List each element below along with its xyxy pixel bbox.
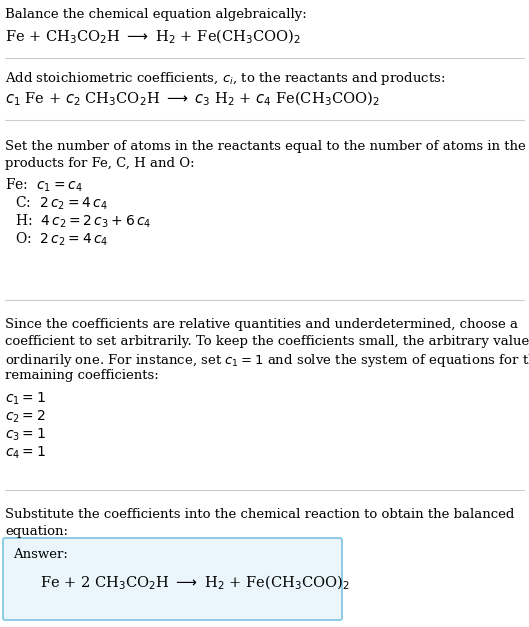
FancyBboxPatch shape bbox=[3, 538, 342, 620]
Text: $c_3 = 1$: $c_3 = 1$ bbox=[5, 427, 46, 443]
Text: Fe + CH$_3$CO$_2$H $\longrightarrow$ H$_2$ + Fe(CH$_3$COO)$_2$: Fe + CH$_3$CO$_2$H $\longrightarrow$ H$_… bbox=[5, 28, 301, 46]
Text: O:  $2\,c_2 = 4\,c_4$: O: $2\,c_2 = 4\,c_4$ bbox=[15, 231, 108, 248]
Text: C:  $2\,c_2 = 4\,c_4$: C: $2\,c_2 = 4\,c_4$ bbox=[15, 195, 108, 213]
Text: $c_4 = 1$: $c_4 = 1$ bbox=[5, 445, 46, 461]
Text: Fe:  $c_1 = c_4$: Fe: $c_1 = c_4$ bbox=[5, 177, 83, 194]
Text: Answer:: Answer: bbox=[13, 548, 68, 561]
Text: $c_1 = 1$: $c_1 = 1$ bbox=[5, 391, 46, 408]
Text: Substitute the coefficients into the chemical reaction to obtain the balanced: Substitute the coefficients into the che… bbox=[5, 508, 514, 521]
Text: $c_1$ Fe + $c_2$ CH$_3$CO$_2$H $\longrightarrow$ $c_3$ H$_2$ + $c_4$ Fe(CH$_3$CO: $c_1$ Fe + $c_2$ CH$_3$CO$_2$H $\longrig… bbox=[5, 90, 379, 108]
Text: H:  $4\,c_2 = 2\,c_3 + 6\,c_4$: H: $4\,c_2 = 2\,c_3 + 6\,c_4$ bbox=[15, 213, 151, 230]
Text: ordinarily one. For instance, set $c_1 = 1$ and solve the system of equations fo: ordinarily one. For instance, set $c_1 =… bbox=[5, 352, 529, 369]
Text: Add stoichiometric coefficients, $c_i$, to the reactants and products:: Add stoichiometric coefficients, $c_i$, … bbox=[5, 70, 445, 87]
Text: products for Fe, C, H and O:: products for Fe, C, H and O: bbox=[5, 157, 195, 170]
Text: remaining coefficients:: remaining coefficients: bbox=[5, 369, 159, 382]
Text: Balance the chemical equation algebraically:: Balance the chemical equation algebraica… bbox=[5, 8, 307, 21]
Text: Since the coefficients are relative quantities and underdetermined, choose a: Since the coefficients are relative quan… bbox=[5, 318, 518, 331]
Text: equation:: equation: bbox=[5, 525, 68, 538]
Text: Set the number of atoms in the reactants equal to the number of atoms in the: Set the number of atoms in the reactants… bbox=[5, 140, 526, 153]
Text: coefficient to set arbitrarily. To keep the coefficients small, the arbitrary va: coefficient to set arbitrarily. To keep … bbox=[5, 335, 529, 348]
Text: $c_2 = 2$: $c_2 = 2$ bbox=[5, 409, 45, 425]
Text: Fe + 2 CH$_3$CO$_2$H $\longrightarrow$ H$_2$ + Fe(CH$_3$COO)$_2$: Fe + 2 CH$_3$CO$_2$H $\longrightarrow$ H… bbox=[40, 574, 350, 593]
